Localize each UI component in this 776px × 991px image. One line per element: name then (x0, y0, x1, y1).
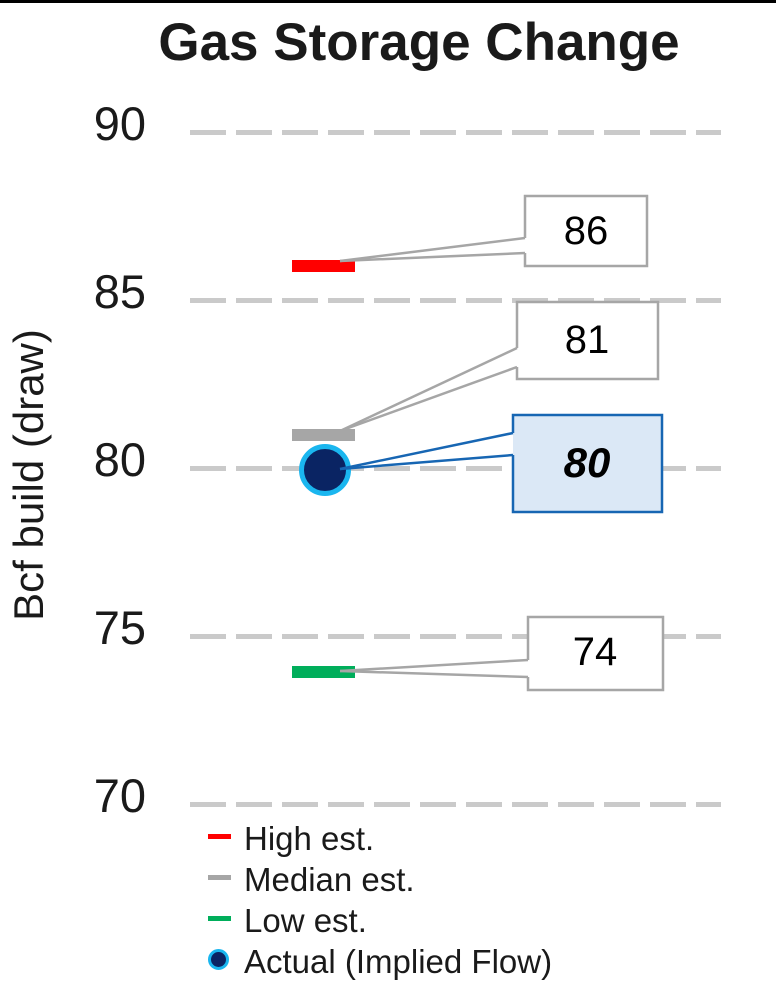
svg-text:81: 81 (565, 318, 610, 362)
svg-text:80: 80 (564, 439, 611, 486)
svg-text:86: 86 (564, 209, 609, 253)
svg-text:74: 74 (573, 630, 618, 674)
